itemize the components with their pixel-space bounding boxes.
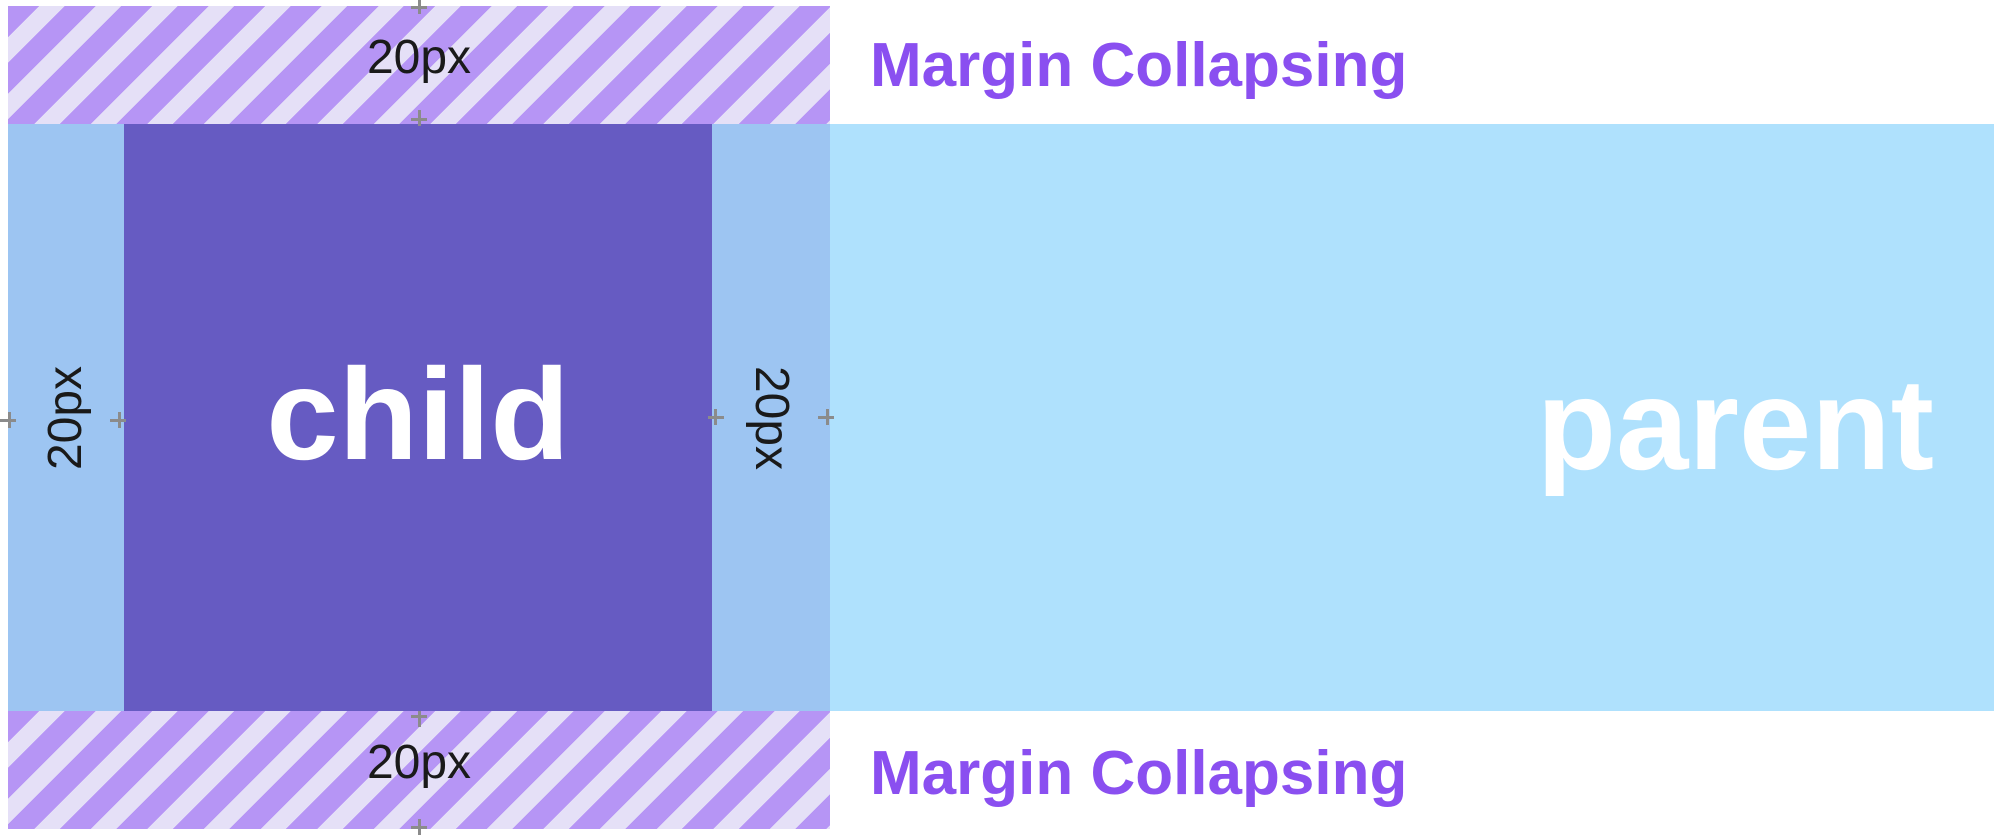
top-measure-tick-upper-cap	[411, 6, 427, 9]
right-margin-area: 20px	[712, 124, 830, 711]
bottom-measure-tick-upper-cap	[411, 715, 427, 718]
left-measure-tick-outer-cap	[8, 412, 11, 428]
bottom-measure-tick-lower-cap	[411, 826, 427, 829]
child-box: child	[124, 124, 712, 711]
parent-label: parent	[1536, 351, 1934, 497]
child-label: child	[266, 341, 570, 487]
left-measure-tick-inner-cap	[118, 412, 121, 428]
top-margin-label: 20px	[366, 31, 472, 84]
bottom-margin-band: 20px	[8, 711, 830, 829]
right-measure-tick-inner-cap	[714, 409, 717, 425]
bottom-measure-tick-upper	[418, 711, 421, 727]
top-margin-caption: Margin Collapsing	[870, 31, 1408, 100]
right-measure-tick-outer-cap	[826, 409, 829, 425]
right-margin-label: 20px	[745, 365, 798, 470]
top-margin-band: 20px	[8, 6, 830, 124]
bottom-margin-caption: Margin Collapsing	[870, 739, 1408, 808]
bottom-margin-label: 20px	[366, 736, 472, 789]
top-measure-tick-lower-cap	[411, 118, 427, 121]
left-margin-area: 20px	[8, 124, 124, 711]
left-margin-label: 20px	[39, 365, 92, 470]
